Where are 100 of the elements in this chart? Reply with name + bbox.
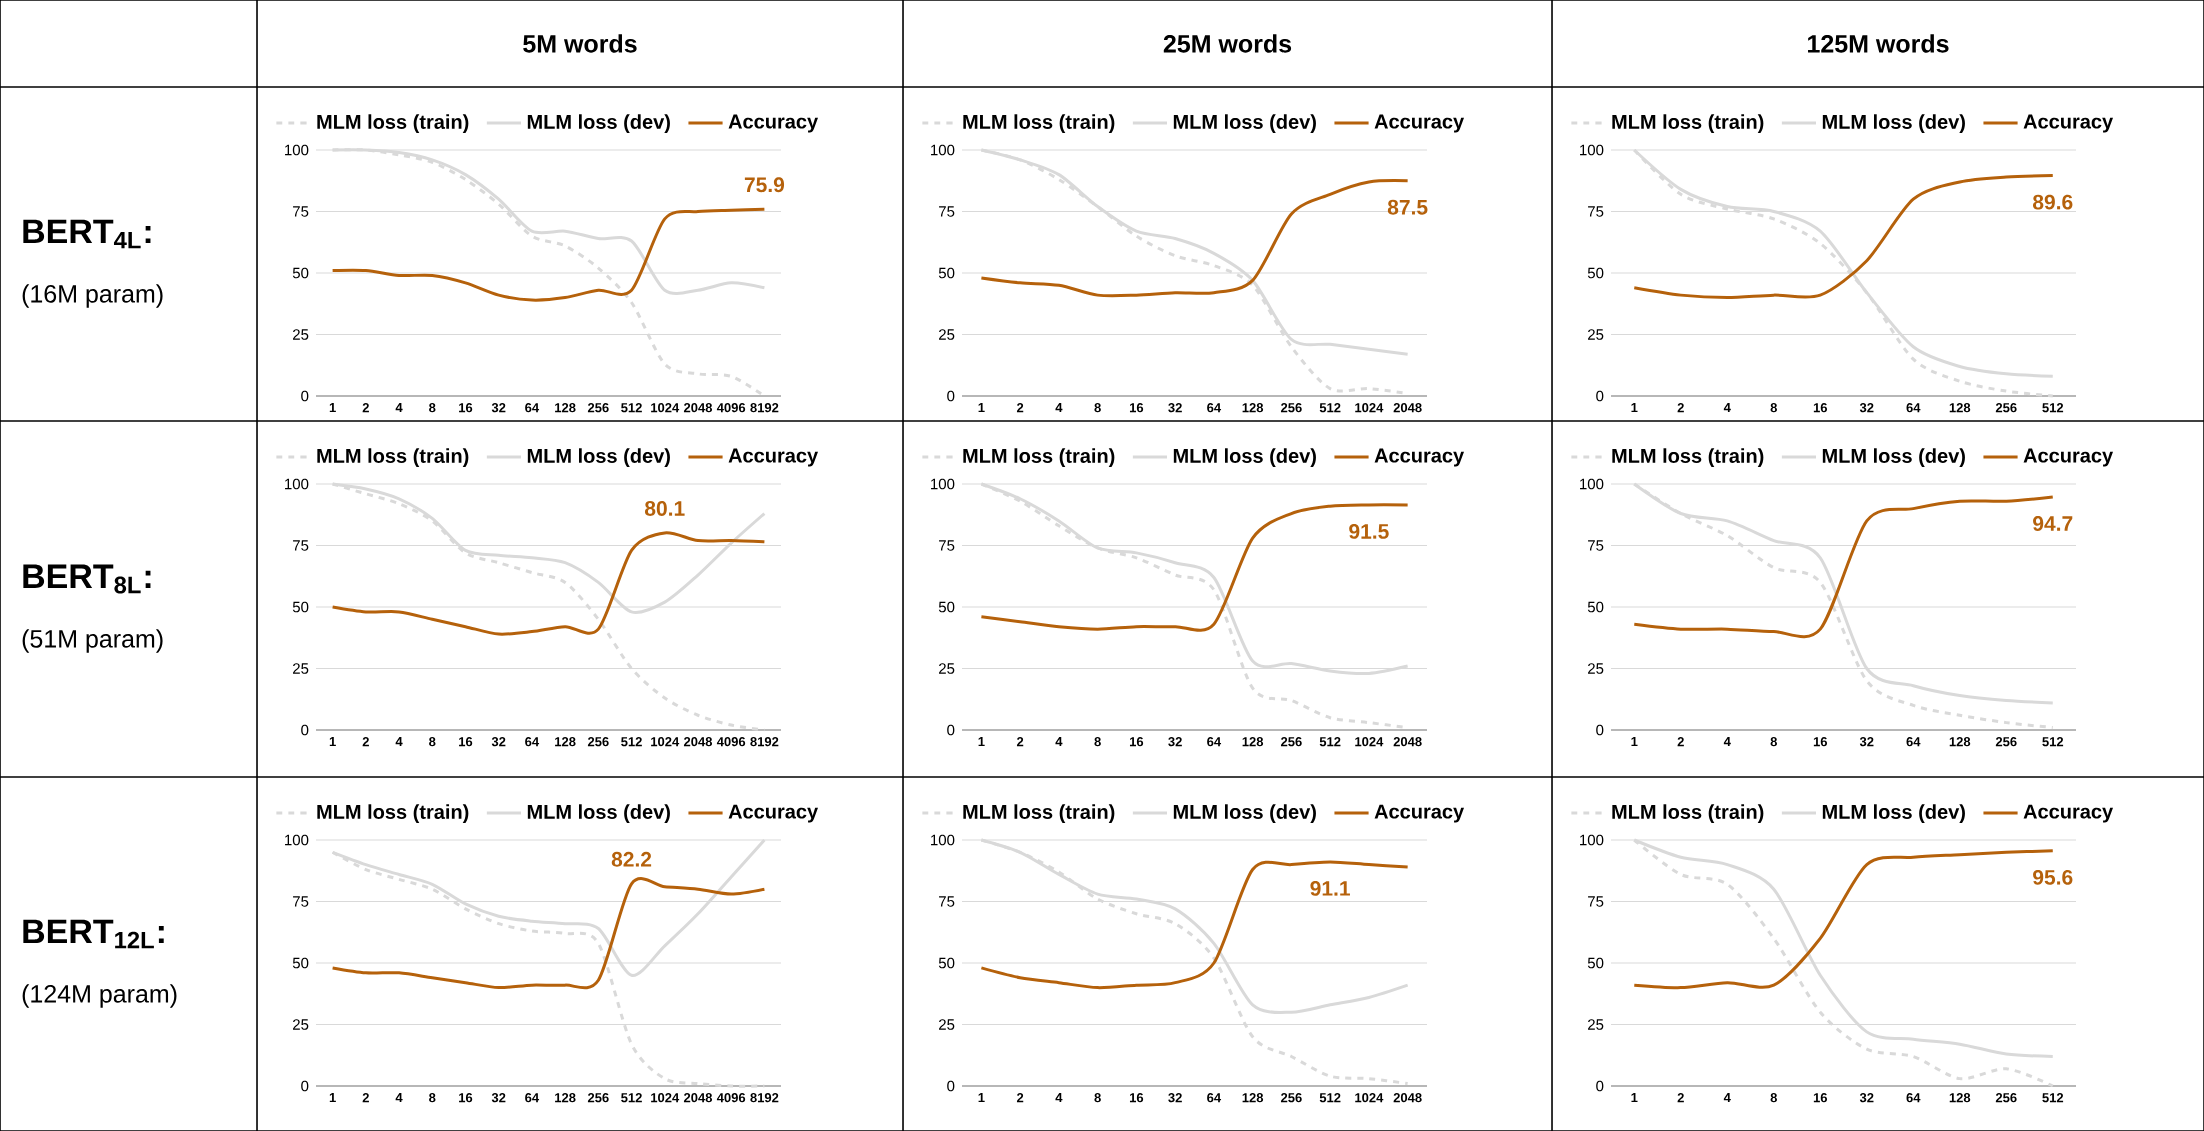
legend-label: MLM loss (dev) (527, 114, 670, 133)
legend-label: MLM loss (train) (317, 804, 469, 823)
y-tick-label: 50 (1587, 957, 1604, 969)
x-tick-label: 512 (2042, 403, 2064, 413)
legend-label: MLM loss (dev) (1173, 114, 1316, 133)
annotation: 89.6 (2032, 194, 2073, 210)
legend-label: MLM loss (dev) (1173, 804, 1316, 823)
legend-label: MLM loss (dev) (1822, 448, 1965, 467)
x-tick-label: 512 (621, 737, 642, 747)
y-tick-label: 75 (293, 896, 309, 907)
annotation: 75.9 (744, 177, 785, 193)
y-tick-label: 0 (947, 724, 955, 736)
x-tick-label: 128 (1949, 403, 1971, 413)
x-tick-label: 16 (1813, 737, 1828, 747)
legend-label: MLM loss (train) (1612, 448, 1764, 467)
x-tick-label: 32 (1859, 403, 1874, 413)
legend-label: MLM loss (train) (1612, 804, 1764, 823)
y-tick-label: 100 (931, 478, 955, 490)
y-tick-label: 50 (292, 957, 309, 969)
y-tick-label: 75 (1588, 206, 1604, 217)
x-tick-label: 4 (1055, 737, 1063, 747)
x-tick-label: 1024 (1355, 1093, 1384, 1103)
x-tick-label: 64 (525, 737, 540, 747)
x-tick-label: 2 (1016, 403, 1024, 413)
y-tick-label: 50 (938, 601, 955, 613)
x-tick-label: 4096 (716, 403, 746, 413)
legend-label: Accuracy (1374, 448, 1465, 467)
y-tick-label: 25 (939, 329, 955, 340)
x-tick-label: 256 (1280, 737, 1302, 747)
x-tick-label: 256 (1995, 1093, 2017, 1103)
x-tick-label: 1 (978, 737, 985, 747)
legend-label: MLM loss (train) (963, 804, 1115, 823)
x-tick-label: 64 (1906, 403, 1921, 413)
legend-label: Accuracy (728, 114, 819, 133)
x-tick-label: 512 (1319, 737, 1341, 747)
annotation: 82.2 (611, 851, 652, 867)
x-tick-label: 8192 (750, 1093, 779, 1103)
x-tick-label: 1024 (651, 737, 680, 747)
legend-label: Accuracy (2023, 448, 2114, 467)
y-tick-label: 100 (285, 834, 309, 846)
x-tick-label: 128 (1949, 737, 1971, 747)
legend-label: Accuracy (728, 804, 819, 823)
x-tick-label: 32 (1859, 1093, 1874, 1103)
x-tick-label: 32 (1168, 403, 1182, 413)
x-tick-label: 2 (1016, 1093, 1024, 1103)
y-tick-label: 25 (939, 1019, 955, 1030)
x-tick-label: 256 (587, 403, 609, 413)
x-tick-label: 4 (395, 403, 403, 413)
text: (51M param) (22, 629, 163, 653)
x-tick-label: 1 (1631, 1093, 1638, 1103)
y-tick-label: 25 (293, 329, 309, 340)
annotation: 91.5 (1349, 523, 1389, 539)
x-tick-label: 64 (1207, 737, 1222, 747)
y-tick-label: 75 (939, 206, 955, 217)
x-tick-label: 128 (1242, 1093, 1264, 1103)
text: (124M param) (22, 984, 177, 1008)
x-tick-label: 1 (978, 403, 985, 413)
line-series (331, 207, 766, 302)
x-tick-label: 2048 (1393, 1093, 1422, 1103)
annotation: 91.1 (1310, 880, 1350, 896)
x-tick-label: 512 (2042, 737, 2064, 747)
legend-label: Accuracy (1374, 804, 1465, 823)
x-tick-label: 512 (2042, 1093, 2064, 1103)
x-tick-label: 2 (1677, 403, 1684, 413)
x-tick-label: 16 (459, 1093, 473, 1103)
line-series (979, 860, 1410, 990)
x-tick-label: 2048 (683, 737, 713, 747)
legend-label: Accuracy (728, 448, 819, 467)
text: BERT$_{4L}$: (23, 219, 151, 249)
x-tick-label: 2 (1677, 1093, 1684, 1103)
y-tick-label: 100 (931, 144, 955, 156)
x-tick-label: 32 (491, 1093, 506, 1103)
y-tick-label: 75 (1588, 540, 1604, 551)
x-tick-label: 512 (1319, 403, 1341, 413)
x-tick-label: 16 (1129, 1093, 1144, 1103)
x-tick-label: 2048 (1393, 737, 1422, 747)
y-tick-label: 75 (939, 896, 955, 907)
x-tick-label: 8 (1094, 1093, 1101, 1103)
x-tick-label: 32 (491, 403, 506, 413)
x-tick-label: 8 (1770, 403, 1777, 413)
legend-label: MLM loss (dev) (1822, 114, 1965, 133)
y-tick-label: 0 (1596, 1080, 1604, 1092)
line-series (331, 531, 766, 636)
x-tick-label: 1 (329, 737, 336, 747)
y-tick-label: 75 (939, 540, 955, 551)
x-tick-label: 1024 (1355, 737, 1384, 747)
x-tick-label: 1 (329, 1093, 336, 1103)
y-tick-label: 100 (1580, 144, 1604, 156)
legend-label: Accuracy (2023, 804, 2114, 823)
y-tick-label: 0 (301, 1080, 309, 1092)
y-tick-label: 100 (1580, 478, 1604, 490)
y-tick-label: 75 (1588, 896, 1604, 907)
x-tick-label: 256 (1280, 1093, 1302, 1103)
x-tick-label: 16 (459, 737, 473, 747)
x-tick-label: 2 (1016, 737, 1024, 747)
x-tick-label: 16 (1129, 737, 1144, 747)
x-tick-label: 1024 (1355, 403, 1384, 413)
x-tick-label: 16 (459, 403, 473, 413)
x-tick-label: 8192 (750, 737, 779, 747)
chart-title: 125M words (1808, 34, 1949, 53)
